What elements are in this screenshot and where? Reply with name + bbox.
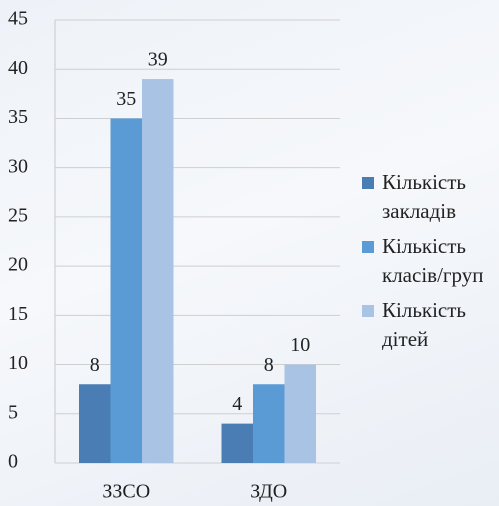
data-label: 10: [290, 334, 310, 356]
bar: [111, 118, 143, 463]
data-label: 39: [148, 49, 168, 71]
bar: [285, 365, 317, 463]
y-tick-label: 20: [8, 254, 28, 276]
y-tick-label: 0: [8, 451, 18, 473]
bar: [222, 424, 254, 463]
legend-item: Кількість класів/груп: [362, 232, 492, 290]
y-tick-label: 15: [8, 303, 28, 325]
bar: [253, 384, 285, 463]
bar: [142, 79, 174, 463]
legend-swatch: [362, 241, 374, 253]
y-tick-label: 5: [8, 401, 18, 423]
y-tick-label: 40: [8, 57, 28, 79]
data-label: 8: [90, 354, 100, 376]
y-tick-label: 25: [8, 204, 28, 226]
legend-label: Кількість класів/груп: [382, 234, 483, 287]
legend-label: Кількість дітей: [382, 298, 466, 351]
legend-label: Кількість закладів: [382, 170, 466, 223]
data-label: 8: [264, 354, 274, 376]
y-tick-label: 30: [8, 155, 28, 177]
legend-swatch: [362, 305, 374, 317]
page: 051015202530354045ЗЗСО83539ЗДО4810 Кільк…: [0, 0, 499, 506]
bar: [79, 384, 111, 463]
data-label: 4: [232, 393, 242, 415]
legend: Кількість закладів Кількість класів/груп К…: [362, 168, 492, 360]
y-tick-label: 35: [8, 106, 28, 128]
x-tick-label: ЗЗСО: [102, 481, 150, 503]
y-tick-label: 45: [8, 8, 28, 30]
legend-swatch: [362, 177, 374, 189]
data-label: 35: [116, 88, 136, 110]
x-tick-label: ЗДО: [250, 481, 287, 503]
legend-item: Кількість дітей: [362, 296, 492, 354]
legend-item: Кількість закладів: [362, 168, 492, 226]
y-tick-label: 10: [8, 352, 28, 374]
